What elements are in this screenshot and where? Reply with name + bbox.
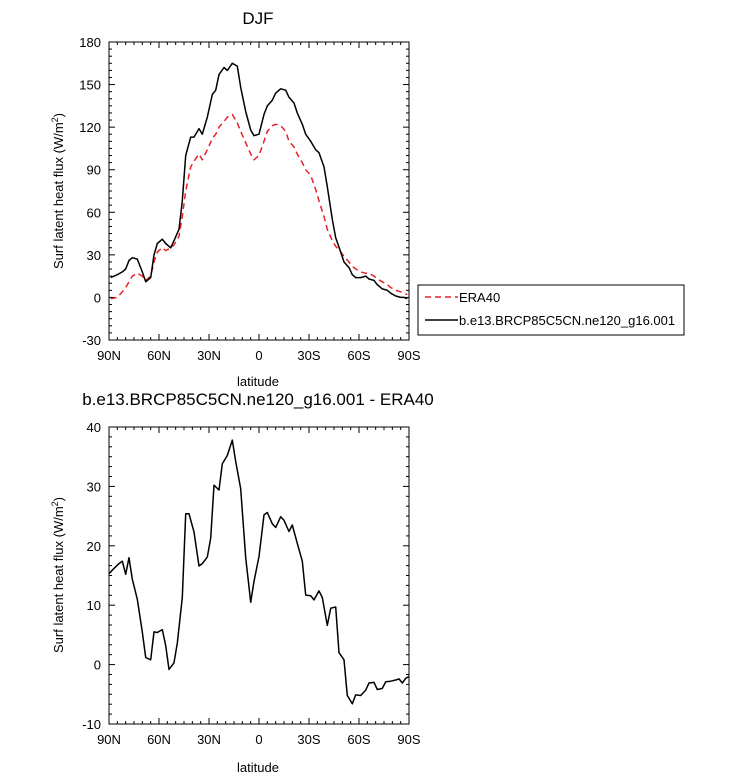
y-axis-label: Surf latent heat flux (W/m2) [50,497,66,653]
y-tick-label: 180 [79,35,101,50]
x-tick-label: 60N [147,348,171,363]
y-axis-label: Surf latent heat flux (W/m2) [50,113,66,269]
y-tick-label: 120 [79,120,101,135]
y-tick-label: 10 [87,598,101,613]
y-tick-label: 40 [87,420,101,435]
x-tick-label: 30S [297,732,320,747]
x-axis-label: latitude [237,760,279,775]
x-tick-label: 90N [97,732,121,747]
x-tick-label: 60S [347,348,370,363]
y-tick-label: 90 [87,163,101,178]
x-tick-label: 30S [297,348,320,363]
chart-title: DJF [242,9,273,28]
panel-bottom: b.e13.BRCP85C5CN.ne120_g16.001 - ERA40 9… [50,390,434,775]
x-tick-label: 90N [97,348,121,363]
series-line-0 [110,113,408,300]
panel-top: DJF 90N 60N 30N 0 30S 60S 90S -30 0 30 60 90 120 150 1… [50,9,685,389]
y-tick-label: 60 [87,205,101,220]
x-tick-label: 0 [255,348,262,363]
x-tick-label: 90S [397,732,420,747]
y-tick-label: 30 [87,248,101,263]
legend-label-era40: ERA40 [459,290,500,305]
series-line-1 [110,62,408,300]
x-axis-label: latitude [237,374,279,389]
y-tick-label: 30 [87,479,101,494]
chart-title: b.e13.BRCP85C5CN.ne120_g16.001 - ERA40 [82,390,434,409]
y-tick-label: 0 [94,290,101,305]
legend-label-model: b.e13.BRCP85C5CN.ne120_g16.001 [459,313,675,328]
x-tick-label: 90S [397,348,420,363]
y-tick-label: -30 [82,333,101,348]
x-tick-label: 60N [147,732,171,747]
x-tick-label: 30N [197,348,221,363]
y-tick-label: 20 [87,539,101,554]
y-tick-label: -10 [82,717,101,732]
x-tick-label: 30N [197,732,221,747]
series-line-0 [108,439,410,705]
legend: ERA40 b.e13.BRCP85C5CN.ne120_g16.001 [417,284,685,336]
x-tick-label: 0 [255,732,262,747]
plot-frame [108,426,410,725]
legend-box [417,284,685,336]
y-tick-label: 150 [79,78,101,93]
plot-frame [108,41,410,341]
x-tick-label: 60S [347,732,370,747]
y-tick-label: 0 [94,658,101,673]
